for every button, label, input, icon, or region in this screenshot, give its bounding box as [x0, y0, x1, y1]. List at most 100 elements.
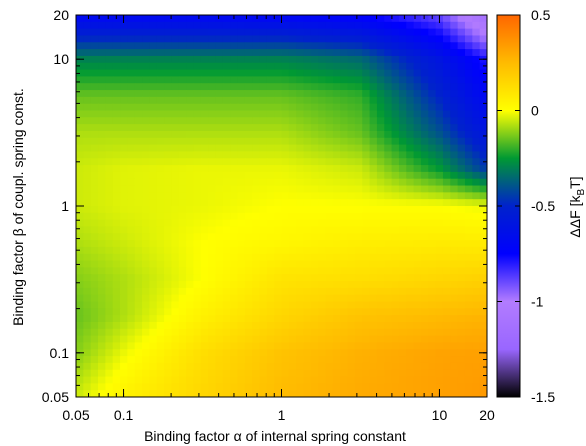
- heatmap-cell: [281, 287, 290, 296]
- heatmap-cell: [244, 342, 253, 350]
- heatmap-cell: [149, 55, 158, 64]
- heatmap-cell: [112, 240, 121, 248]
- heatmap-cell: [303, 233, 312, 241]
- heatmap-cell: [376, 287, 385, 296]
- heatmap-cell: [472, 274, 481, 282]
- heatmap-cell: [303, 117, 312, 125]
- heatmap-cell: [420, 158, 429, 166]
- heatmap-cell: [479, 315, 487, 323]
- heatmap-cell: [98, 321, 106, 330]
- heatmap-cell: [142, 137, 150, 146]
- heatmap-cell: [222, 69, 231, 77]
- heatmap-cell: [178, 96, 187, 105]
- heatmap-cell: [325, 28, 334, 37]
- heatmap-cell: [186, 321, 195, 330]
- heatmap-cell: [237, 185, 246, 193]
- heatmap-cell: [303, 144, 312, 153]
- heatmap-cell: [208, 321, 217, 330]
- heatmap-cell: [237, 315, 246, 323]
- heatmap-cell: [406, 342, 415, 350]
- heatmap-cell: [281, 110, 290, 118]
- heatmap-cell: [208, 35, 217, 43]
- heatmap-cell: [105, 76, 114, 84]
- heatmap-cell: [134, 246, 143, 255]
- heatmap-cell: [259, 219, 268, 228]
- heatmap-cell: [325, 246, 334, 255]
- heatmap-cell: [149, 342, 158, 350]
- heatmap-cell: [354, 240, 363, 248]
- heatmap-cell: [252, 233, 261, 241]
- heatmap-cell: [186, 219, 195, 228]
- heatmap-cell: [420, 192, 429, 200]
- heatmap-cell: [347, 246, 356, 255]
- heatmap-cell: [222, 369, 231, 378]
- heatmap-cell: [450, 151, 459, 159]
- heatmap-cell: [164, 42, 173, 50]
- heatmap-cell: [362, 206, 371, 214]
- heatmap-cell: [303, 315, 312, 323]
- heatmap-cell: [222, 246, 231, 255]
- heatmap-cell: [472, 151, 481, 159]
- heatmap-cell: [105, 219, 114, 228]
- heatmap-cell: [398, 274, 407, 282]
- heatmap-cell: [83, 226, 92, 234]
- heatmap-cell: [134, 369, 143, 378]
- heatmap-cell: [325, 383, 334, 391]
- heatmap-cell: [413, 260, 422, 268]
- heatmap-cell: [193, 165, 202, 173]
- heatmap-cell: [457, 281, 466, 289]
- heatmap-cell: [413, 240, 422, 248]
- heatmap-cell: [310, 356, 319, 364]
- heatmap-cell: [164, 233, 173, 241]
- heatmap-cell: [354, 260, 363, 268]
- heatmap-cell: [215, 383, 224, 391]
- heatmap-cell: [186, 42, 195, 50]
- heatmap-cell: [288, 165, 297, 173]
- heatmap-cell: [259, 110, 268, 118]
- heatmap-cell: [252, 199, 261, 207]
- heatmap-cell: [193, 49, 202, 57]
- heatmap-cell: [149, 267, 158, 275]
- heatmap-cell: [281, 212, 290, 221]
- heatmap-cell: [149, 69, 158, 77]
- heatmap-cell: [156, 281, 165, 289]
- heatmap-cell: [127, 294, 136, 303]
- heatmap-cell: [442, 253, 451, 262]
- heatmap-cell: [325, 362, 334, 371]
- heatmap-cell: [318, 96, 327, 105]
- heatmap-cell: [281, 171, 290, 180]
- heatmap-cell: [457, 349, 466, 357]
- heatmap-cell: [340, 21, 349, 30]
- heatmap-cell: [90, 137, 99, 146]
- heatmap-cell: [420, 62, 429, 71]
- heatmap-cell: [332, 383, 341, 391]
- heatmap-cell: [200, 369, 209, 378]
- heatmap-cell: [171, 144, 180, 153]
- heatmap-cell: [142, 287, 150, 296]
- heatmap-cell: [186, 253, 195, 262]
- heatmap-cell: [142, 335, 150, 344]
- heatmap-cell: [384, 362, 393, 371]
- heatmap-cell: [310, 144, 319, 153]
- heatmap-cell: [457, 383, 466, 391]
- heatmap-cell: [266, 158, 275, 166]
- heatmap-cell: [318, 137, 327, 146]
- heatmap-cell: [142, 130, 150, 139]
- heatmap-cell: [472, 321, 481, 330]
- heatmap-cell: [413, 335, 422, 344]
- heatmap-cell: [105, 342, 114, 350]
- heatmap-cell: [164, 383, 173, 391]
- heatmap-cell: [142, 226, 150, 234]
- heatmap-cell: [288, 253, 297, 262]
- heatmap-cell: [120, 274, 128, 282]
- heatmap-cell: [142, 281, 150, 289]
- heatmap-cell: [259, 185, 268, 193]
- heatmap-cell: [310, 192, 319, 200]
- heatmap-cell: [112, 69, 121, 77]
- heatmap-cell: [303, 383, 312, 391]
- heatmap-cell: [428, 233, 437, 241]
- heatmap-cell: [112, 178, 121, 187]
- heatmap-cell: [252, 165, 261, 173]
- heatmap-cell: [376, 110, 385, 118]
- heatmap-cell: [112, 376, 121, 384]
